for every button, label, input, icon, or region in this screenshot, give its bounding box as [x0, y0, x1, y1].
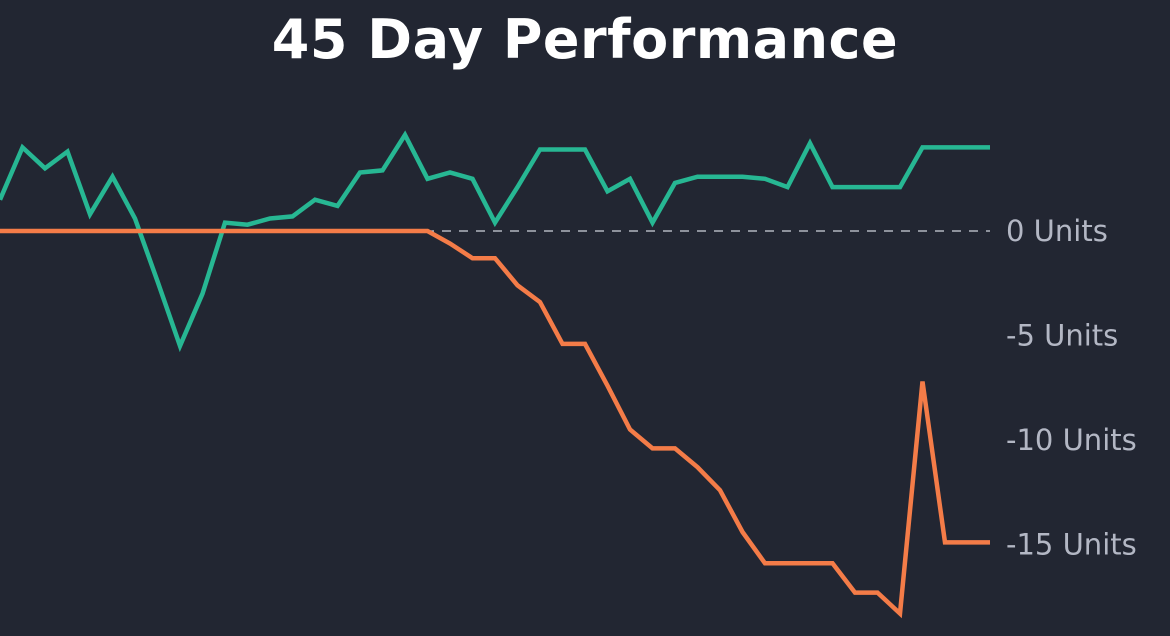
y-tick-label: -5 Units: [1006, 319, 1118, 353]
y-tick-labels: 0 Units -5 Units -10 Units -15 Units: [1006, 214, 1137, 562]
chart-title: 45 Day Performance: [271, 8, 899, 71]
y-tick-label: -15 Units: [1006, 528, 1137, 562]
series-group: [0, 130, 990, 619]
series-line-2: [0, 228, 990, 619]
series-line-1: [0, 130, 990, 353]
y-tick-label: 0 Units: [1006, 214, 1108, 248]
y-tick-label: -10 Units: [1006, 423, 1137, 457]
